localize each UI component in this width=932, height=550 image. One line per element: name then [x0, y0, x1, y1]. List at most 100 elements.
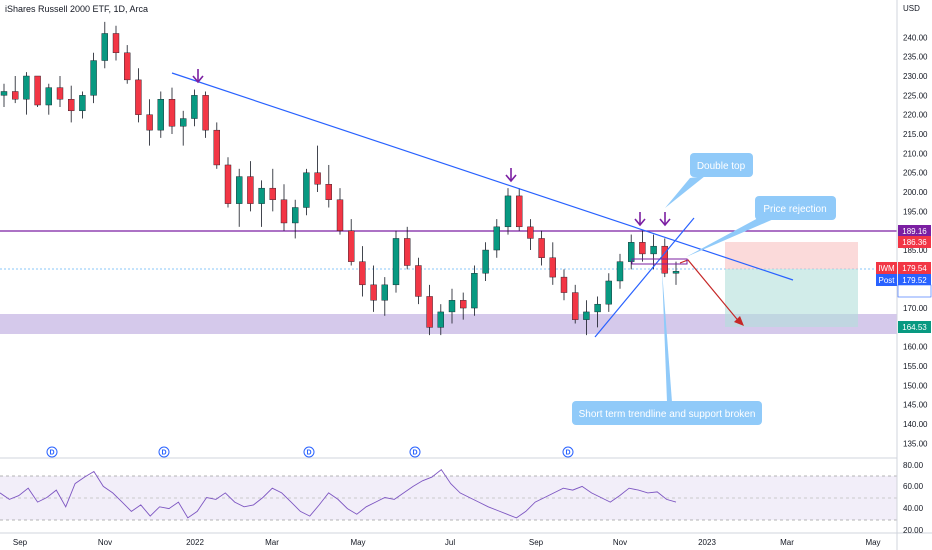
stop-loss-zone	[725, 242, 858, 269]
callout-price-rejection-text: Price rejection	[763, 204, 826, 215]
candle	[269, 168, 276, 212]
candle	[90, 52, 97, 104]
dividend-marker-text: D	[412, 450, 417, 457]
price-tags-layer: 189.16 186.36 179.54 IWM 179.52 Post 179.35 164…	[876, 225, 932, 333]
candle	[79, 91, 86, 119]
candle	[314, 145, 321, 193]
dividend-marker[interactable]: D	[562, 446, 574, 458]
candle	[101, 21, 109, 69]
y-tick-label: 155.00	[903, 362, 928, 371]
candle	[213, 122, 221, 169]
rsi-tick-label: 40.00	[903, 504, 924, 513]
candle	[628, 234, 635, 270]
candle	[482, 242, 489, 281]
candle	[11, 76, 19, 104]
y-tick-label: 145.00	[903, 401, 928, 410]
x-tick-label: Sep	[13, 538, 28, 547]
top-arrow-1	[192, 69, 204, 84]
candle	[135, 68, 142, 123]
downtrend-line	[171, 72, 794, 281]
candle	[280, 184, 288, 231]
candle	[370, 265, 377, 312]
take-profit-zone	[725, 269, 858, 327]
y-tick-label: 215.00	[903, 130, 928, 139]
candle	[516, 188, 523, 231]
candle	[325, 164, 332, 208]
price-tag-value: 179.35	[902, 287, 927, 296]
rsi-line	[0, 468, 677, 519]
candle	[437, 304, 444, 336]
y-tick-label: 185.00	[903, 246, 928, 255]
price-tag: 179.54 IWM	[876, 262, 931, 274]
candle	[359, 246, 366, 297]
x-tick-label: Nov	[98, 538, 112, 547]
y-tick-label: 240.00	[903, 33, 928, 42]
rsi-ticks-layer: 80.00 60.00 40.00 20.00	[903, 461, 924, 535]
candle	[67, 85, 75, 123]
candle	[639, 230, 646, 262]
price-tag: 186.36	[898, 236, 931, 248]
y-tick-label: 235.00	[903, 53, 928, 62]
y-tick-label: 205.00	[903, 169, 928, 178]
rejection-box	[631, 258, 688, 265]
short-term-trendline	[594, 217, 695, 338]
candle	[504, 188, 512, 235]
candle	[0, 83, 8, 107]
dividend-marker[interactable]: D	[409, 446, 421, 458]
candle	[292, 199, 299, 239]
callout-trendline-broken-text: Short term trendline and support broken	[579, 409, 756, 420]
x-tick-label: 2023	[698, 538, 716, 547]
top-arrow-4	[659, 212, 671, 227]
x-tick-label: May	[865, 538, 880, 547]
chart-title: iShares Russell 2000 ETF, 1D, Arca	[5, 4, 148, 14]
price-tag-value: 189.16	[902, 227, 927, 236]
candle	[336, 188, 344, 235]
candle	[247, 161, 254, 212]
candle	[34, 75, 41, 107]
x-tick-label: Mar	[265, 538, 279, 547]
candle	[381, 277, 388, 316]
support-zone	[0, 314, 897, 334]
price-tag: 164.53	[898, 321, 931, 333]
y-tick-label: 150.00	[903, 381, 928, 390]
y-tick-label: 210.00	[903, 149, 928, 158]
price-tag: 179.35	[897, 284, 932, 298]
callout-price-rejection: Price rejection	[686, 196, 836, 257]
top-arrow-2	[505, 168, 517, 183]
y-tick-label: 195.00	[903, 207, 928, 216]
projection-arrowhead	[734, 316, 744, 326]
candle	[146, 99, 153, 146]
candle	[348, 219, 355, 266]
rsi-tick-label: 20.00	[903, 526, 924, 535]
x-tick-label: Jul	[445, 538, 455, 547]
candle	[168, 87, 176, 135]
candle	[23, 72, 30, 115]
top-arrow-3	[634, 212, 646, 227]
dividend-marker[interactable]: D	[46, 446, 58, 458]
candle	[123, 45, 131, 84]
x-tick-label: May	[350, 538, 365, 547]
price-tag: 189.16	[898, 225, 931, 237]
price-tag: 179.52 Post	[876, 274, 931, 286]
candle	[538, 230, 545, 266]
candle	[45, 83, 52, 115]
price-tag-prefix: Post	[878, 276, 895, 285]
candle	[572, 284, 579, 324]
candle	[157, 91, 165, 138]
candle	[448, 288, 456, 324]
candles-layer	[0, 21, 680, 336]
x-ticks-layer: Sep Nov 2022 Mar May Jul Sep Nov 2023 Mar May	[13, 538, 881, 547]
candle	[56, 76, 64, 107]
projection-line	[679, 259, 742, 325]
candle	[616, 253, 624, 289]
y-tick-label: 160.00	[903, 343, 928, 352]
candle	[426, 284, 433, 336]
dividend-marker[interactable]: D	[158, 446, 170, 458]
currency-label: USD	[903, 4, 920, 13]
callout-double-top-text: Double top	[697, 161, 746, 172]
x-tick-label: Nov	[613, 538, 627, 547]
price-tag-value: 179.54	[902, 264, 927, 273]
dividend-marker[interactable]: D	[303, 446, 315, 458]
